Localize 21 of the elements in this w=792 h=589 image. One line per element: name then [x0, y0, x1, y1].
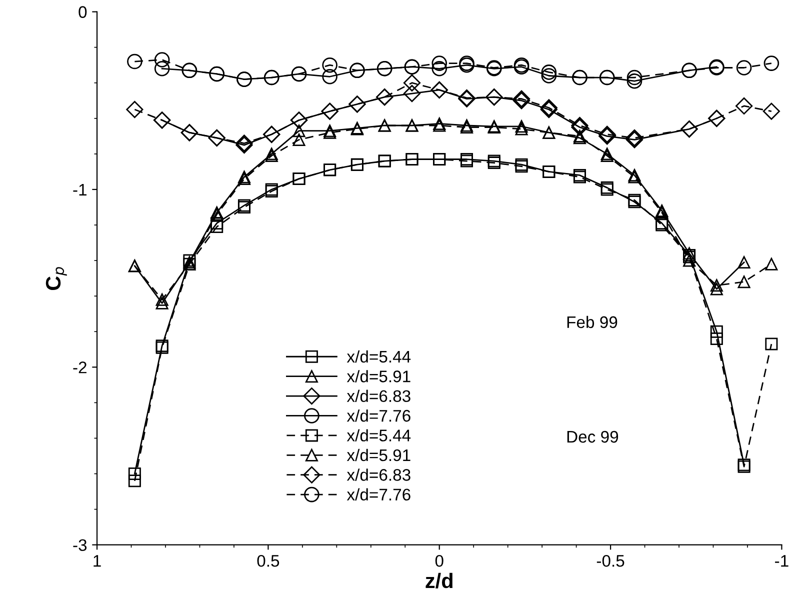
- legend-label: x/d=6.83: [346, 468, 410, 481]
- legend-label: x/d=6.83: [346, 390, 410, 402]
- x-tick-label: 0: [435, 554, 444, 567]
- y-tick-label: -1: [73, 184, 86, 196]
- legend-label: x/d=5.44: [346, 429, 411, 442]
- y-tick-label: 0: [78, 6, 87, 18]
- x-tick-label: 0.5: [257, 554, 280, 567]
- x-tick-label: -1: [775, 555, 788, 567]
- y-axis-title: C$_{p}$: [46, 267, 67, 290]
- legend-label: x/d=5.91: [346, 370, 410, 382]
- y-tick-label: -3: [73, 539, 87, 552]
- annotation: Dec 99: [567, 430, 618, 443]
- x-axis-title: z/d: [426, 572, 452, 588]
- legend-label: x/d=5.44: [346, 350, 411, 363]
- legend-label: x/d=7.76: [346, 409, 410, 422]
- legend-label: x/d=7.76: [346, 488, 410, 501]
- annotation: Feb 99: [567, 316, 618, 328]
- y-tick-label: -2: [73, 362, 86, 374]
- legend-label: x/d=5.91: [346, 448, 410, 462]
- x-tick-label: -0.5: [596, 554, 624, 567]
- x-tick-label: 1: [94, 555, 101, 567]
